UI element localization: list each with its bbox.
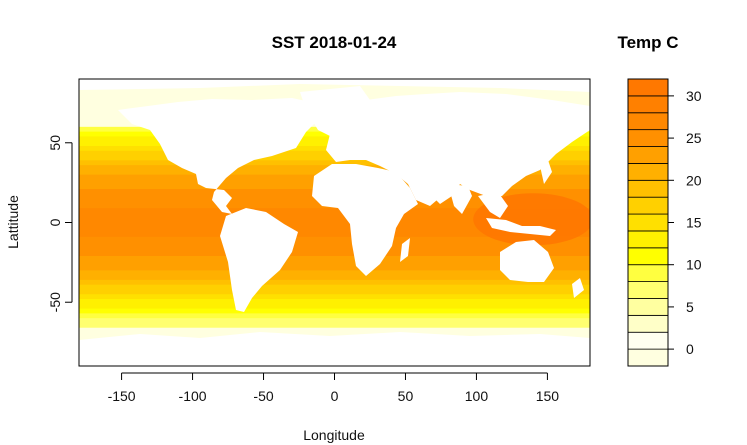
x-tick-label: -100 bbox=[179, 388, 207, 404]
colorbar-swatch bbox=[627, 146, 669, 164]
colorbar-tick-label: 10 bbox=[686, 257, 702, 273]
temperature-band bbox=[79, 299, 590, 305]
colorbar-tick-label: 0 bbox=[686, 341, 694, 357]
land-antarctica bbox=[79, 332, 590, 366]
land-australia bbox=[500, 240, 554, 282]
land-japan bbox=[540, 160, 552, 184]
colorbar-swatch bbox=[627, 179, 669, 198]
temperature-band bbox=[79, 327, 590, 334]
colorbar-axis: 0 5 10 15 20 25 30 bbox=[668, 88, 702, 357]
temperature-band bbox=[79, 294, 590, 300]
land-new-zealand bbox=[572, 278, 584, 298]
temperature-band bbox=[79, 232, 590, 238]
land-madagascar bbox=[400, 238, 410, 262]
x-tick-label: 150 bbox=[536, 388, 560, 404]
colorbar-swatch bbox=[627, 95, 669, 114]
colorbar-swatch bbox=[627, 348, 669, 367]
y-tick-label: 0 bbox=[47, 218, 63, 226]
land-south-america bbox=[220, 208, 298, 312]
colorbar-tick-label: 30 bbox=[686, 88, 702, 104]
temperature-band bbox=[79, 275, 590, 281]
temperature-band bbox=[79, 251, 590, 257]
colorbar-tick-label: 25 bbox=[686, 130, 702, 146]
colorbar-swatch bbox=[627, 112, 669, 131]
temperature-band bbox=[79, 303, 590, 310]
colorbar-swatch bbox=[627, 129, 669, 147]
temperature-band bbox=[79, 212, 590, 219]
colorbar-swatch bbox=[627, 298, 669, 316]
temperature-band bbox=[79, 318, 590, 324]
temperature-band bbox=[79, 260, 590, 267]
colorbar-swatch bbox=[627, 213, 669, 232]
temperature-band bbox=[79, 222, 590, 228]
temperature-band bbox=[79, 289, 590, 295]
temperature-band bbox=[79, 279, 590, 286]
land-mask bbox=[79, 79, 590, 366]
x-tick-label: 100 bbox=[465, 388, 489, 404]
y-axis: -50 0 50 bbox=[47, 135, 73, 312]
land-india bbox=[448, 184, 472, 214]
colorbar-title: Temp C bbox=[617, 33, 678, 52]
colorbar bbox=[627, 78, 669, 367]
colorbar-swatch bbox=[627, 163, 669, 181]
land-greenland bbox=[300, 86, 370, 138]
x-axis-label: Longitude bbox=[303, 427, 365, 443]
temperature-band bbox=[79, 217, 590, 224]
x-tick-label: 50 bbox=[398, 388, 414, 404]
colorbar-swatch bbox=[627, 196, 669, 215]
colorbar-swatch bbox=[627, 331, 669, 350]
colorbar-tick-label: 20 bbox=[686, 172, 702, 188]
land-arabia bbox=[404, 176, 444, 206]
temperature-band bbox=[79, 246, 590, 252]
chart-title: SST 2018-01-24 bbox=[272, 33, 397, 52]
temperature-band bbox=[79, 241, 590, 248]
plot-area bbox=[79, 79, 590, 366]
temperature-band bbox=[79, 284, 590, 291]
land-north-america bbox=[118, 98, 320, 214]
temperature-band bbox=[79, 255, 590, 262]
temperature-band bbox=[79, 308, 590, 314]
x-tick-label: 0 bbox=[331, 388, 339, 404]
x-tick-label: -150 bbox=[108, 388, 136, 404]
temperature-band bbox=[79, 270, 590, 276]
temperature-band bbox=[79, 332, 590, 338]
colorbar-swatch bbox=[627, 314, 669, 333]
temperature-band bbox=[79, 265, 590, 271]
land-africa bbox=[312, 164, 418, 276]
colorbar-swatch bbox=[627, 78, 669, 97]
x-axis: -150 -100 -50 0 50 100 150 bbox=[108, 372, 560, 404]
y-axis-label: Lattitude bbox=[5, 195, 21, 249]
colorbar-tick-label: 15 bbox=[686, 215, 702, 231]
temperature-band bbox=[79, 236, 590, 243]
land-eurasia bbox=[326, 92, 590, 204]
land-indonesia bbox=[486, 218, 556, 236]
x-tick-label: -50 bbox=[253, 388, 273, 404]
temperature-band bbox=[79, 227, 590, 233]
land-southeast-asia bbox=[478, 192, 508, 218]
plot-frame bbox=[78, 78, 591, 367]
colorbar-tick-label: 5 bbox=[686, 299, 694, 315]
colorbar-swatch bbox=[627, 264, 669, 282]
land-arctic bbox=[79, 79, 590, 92]
y-tick-label: 50 bbox=[47, 135, 63, 151]
y-tick-label: -50 bbox=[47, 292, 63, 312]
temperature-band bbox=[79, 322, 590, 329]
colorbar-swatch bbox=[627, 230, 669, 249]
temperature-band bbox=[79, 208, 590, 214]
temperature-band bbox=[79, 83, 590, 90]
colorbar-swatch bbox=[627, 281, 669, 299]
temperature-band bbox=[79, 313, 590, 319]
temperature-band bbox=[79, 160, 590, 166]
colorbar-swatch bbox=[627, 247, 669, 266]
